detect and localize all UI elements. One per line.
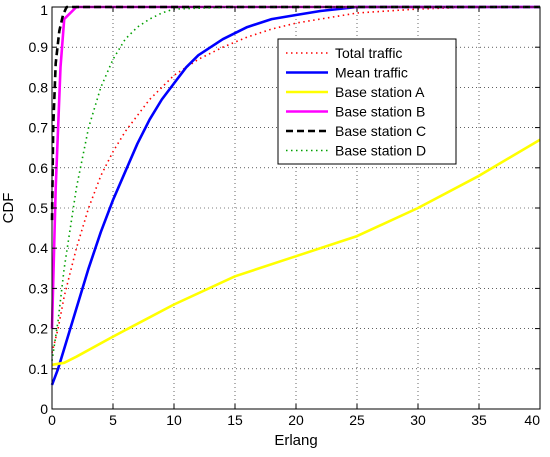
y-tick-label-1: 0.1 xyxy=(29,361,49,377)
y-tick-label-0: 0 xyxy=(40,401,48,417)
legend: Total traffic Mean traffic Base station A B… xyxy=(277,38,457,165)
x-tick-label-8: 40 xyxy=(524,412,540,428)
y-tick-label-10: 1 xyxy=(40,2,48,18)
y-tick-label-4: 0.4 xyxy=(29,240,49,256)
y-tick-label-8: 0.8 xyxy=(29,79,49,95)
x-axis-label: Erlang xyxy=(274,432,317,449)
series-line-base-station-d xyxy=(51,6,540,361)
y-axis-label: CDF xyxy=(0,193,17,224)
series-line-base-station-a xyxy=(51,138,541,367)
y-tick-label-3: 0.3 xyxy=(29,280,49,296)
x-tick-label-3: 15 xyxy=(227,412,243,428)
legend-label-base-station-b: Base station B xyxy=(335,104,425,120)
x-tick-label-2: 10 xyxy=(166,412,182,428)
y-tick-label-7: 0.7 xyxy=(29,120,49,136)
legend-label-base-station-c: Base station C xyxy=(335,123,426,139)
series-line-mean-traffic xyxy=(50,5,540,386)
x-tick-label-7: 35 xyxy=(471,412,487,428)
legend-label-base-station-a: Base station A xyxy=(335,84,425,100)
y-tick-label-2: 0.2 xyxy=(29,321,49,337)
grid xyxy=(52,7,540,409)
tick-layer: 0 5 10 15 20 25 30 35 40 0 0.1 0.2 0.3 0.4 0.5 0.6 0.7 0.… xyxy=(29,2,541,428)
legend-box xyxy=(277,38,457,165)
x-tick-label-5: 25 xyxy=(349,412,365,428)
y-tick-label-9: 0.9 xyxy=(29,39,49,55)
y-tick-label-6: 0.6 xyxy=(29,160,49,176)
y-tick-label-5: 0.5 xyxy=(29,200,49,216)
x-tick-label-1: 5 xyxy=(109,412,117,428)
x-tick-label-0: 0 xyxy=(48,412,56,428)
legend-label-total-traffic: Total traffic xyxy=(335,45,402,61)
x-tick-label-4: 20 xyxy=(288,412,304,428)
legend-label-mean-traffic: Mean traffic xyxy=(335,65,408,81)
series-line-total-traffic xyxy=(51,6,540,353)
legend-label-base-station-d: Base station D xyxy=(335,143,426,159)
x-tick-label-6: 30 xyxy=(410,412,426,428)
